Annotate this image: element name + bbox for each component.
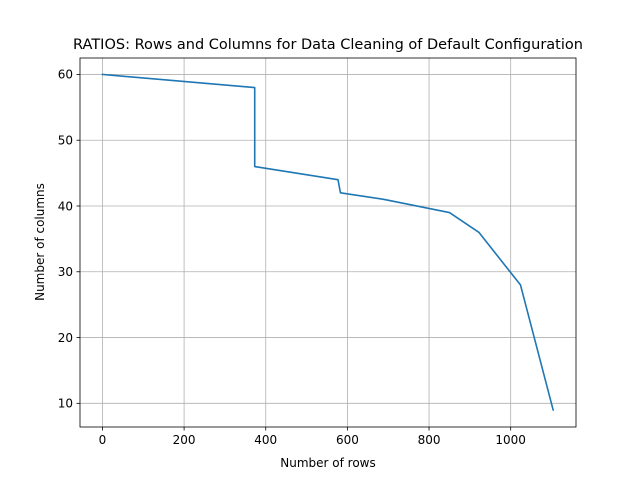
x-tick-label: 1000 [495, 433, 526, 447]
series-layer [101, 73, 555, 411]
y-tick-label: 40 [58, 199, 73, 213]
series-line-0 [101, 73, 555, 411]
x-tick-label: 600 [336, 433, 359, 447]
plot-area-frame [79, 57, 577, 428]
x-axis: 0 200 400 600 800 1000 [99, 427, 526, 447]
x-tick-label: 400 [254, 433, 277, 447]
chart-title: RATIOS: Rows and Columns for Data Cleani… [73, 37, 583, 53]
y-tick-label: 10 [58, 397, 73, 411]
grid [80, 58, 576, 427]
y-tick-label: 50 [58, 134, 73, 148]
y-tick-label: 20 [58, 331, 73, 345]
x-tick-label: 200 [173, 433, 196, 447]
y-tick-label: 30 [58, 265, 73, 279]
x-axis-label: Number of rows [280, 456, 375, 470]
y-tick-label: 60 [58, 68, 73, 82]
x-tick-label: 0 [99, 433, 107, 447]
x-tick-label: 800 [418, 433, 441, 447]
y-axis: 10 20 30 40 50 60 [58, 68, 80, 411]
y-axis-label: Number of columns [33, 183, 47, 301]
